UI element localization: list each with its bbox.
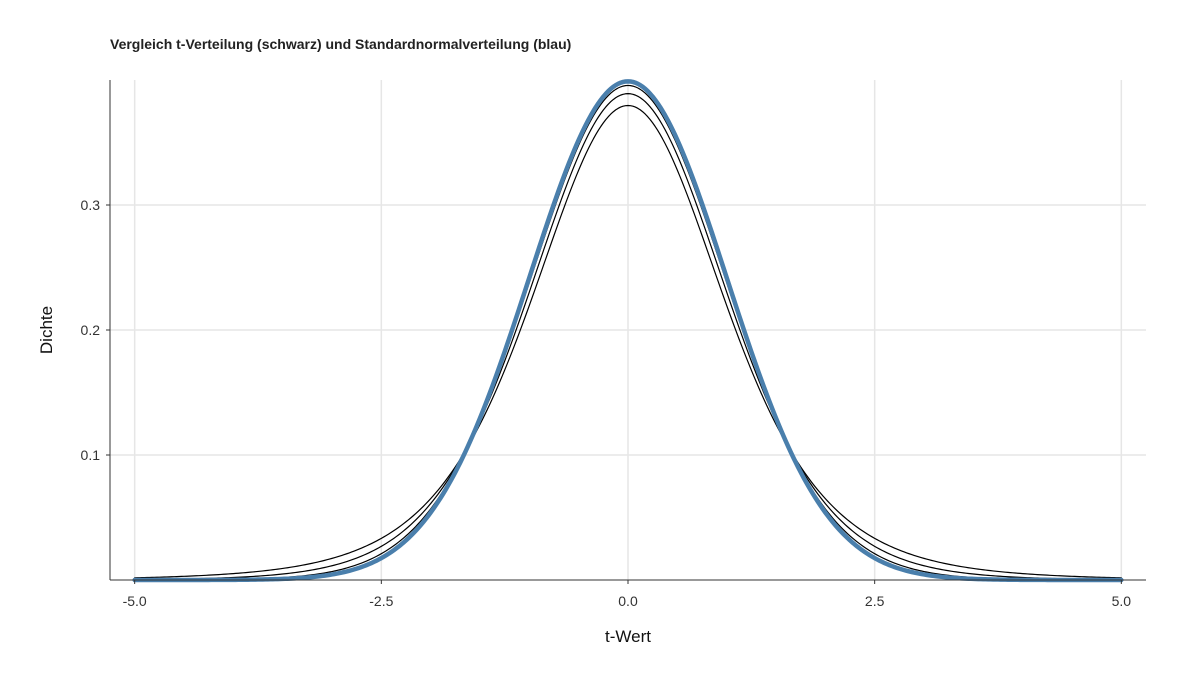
x-ticks: -5.0 -2.5 0.0 2.5 5.0	[123, 580, 1132, 609]
x-tick-label: 2.5	[865, 593, 885, 609]
x-tick-label: -2.5	[369, 593, 393, 609]
y-tick-label: 0.1	[81, 447, 101, 463]
normal-distribution-line	[132, 79, 1124, 583]
y-tick-label: 0.2	[81, 322, 101, 338]
x-axis-label: t-Wert	[605, 627, 651, 646]
t-distribution-line	[134, 93, 1122, 581]
y-tick-label: 0.3	[81, 197, 101, 213]
t-distribution-line	[134, 104, 1122, 579]
x-tick-label: 0.0	[618, 593, 638, 609]
grid	[110, 80, 1146, 580]
x-tick-label: 5.0	[1112, 593, 1132, 609]
curves	[132, 79, 1124, 583]
x-tick-label: -5.0	[123, 593, 147, 609]
chart-title: Vergleich t-Verteilung (schwarz) und Sta…	[110, 36, 572, 52]
y-ticks: 0.1 0.2 0.3	[81, 197, 110, 463]
y-axis-label: Dichte	[37, 306, 56, 354]
